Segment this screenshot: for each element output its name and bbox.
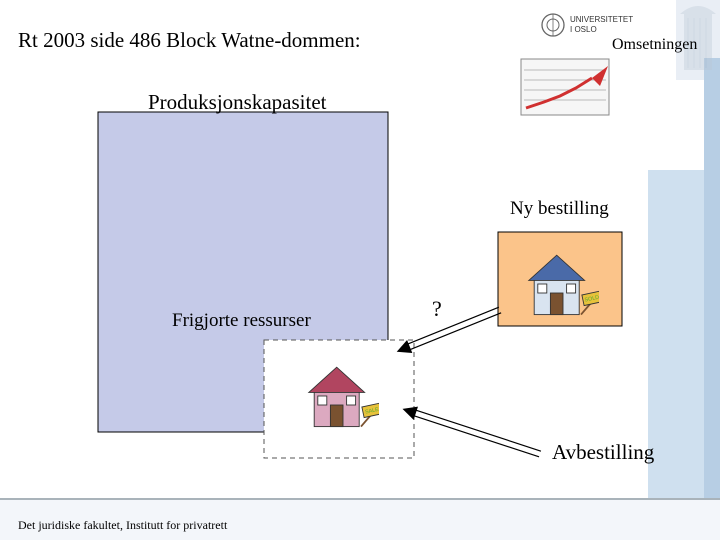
- slide: UNIVERSITETET I OSLO Rt 2003 side 486 Bl…: [0, 0, 720, 540]
- arrow-to-frigjorte-2: [402, 407, 540, 457]
- house-sale-icon: SALE: [298, 360, 379, 432]
- avbestilling-label: Avbestilling: [552, 440, 654, 465]
- house-sold-icon: SOLD: [518, 248, 599, 320]
- ny-bestilling-label: Ny bestilling: [510, 198, 609, 220]
- question-mark: ?: [432, 296, 442, 322]
- produksjon-label: Produksjonskapasitet: [148, 90, 327, 115]
- footer-text: Det juridiske fakultet, Institutt for pr…: [18, 518, 227, 533]
- frigjorte-label: Frigjorte ressurser: [172, 310, 311, 332]
